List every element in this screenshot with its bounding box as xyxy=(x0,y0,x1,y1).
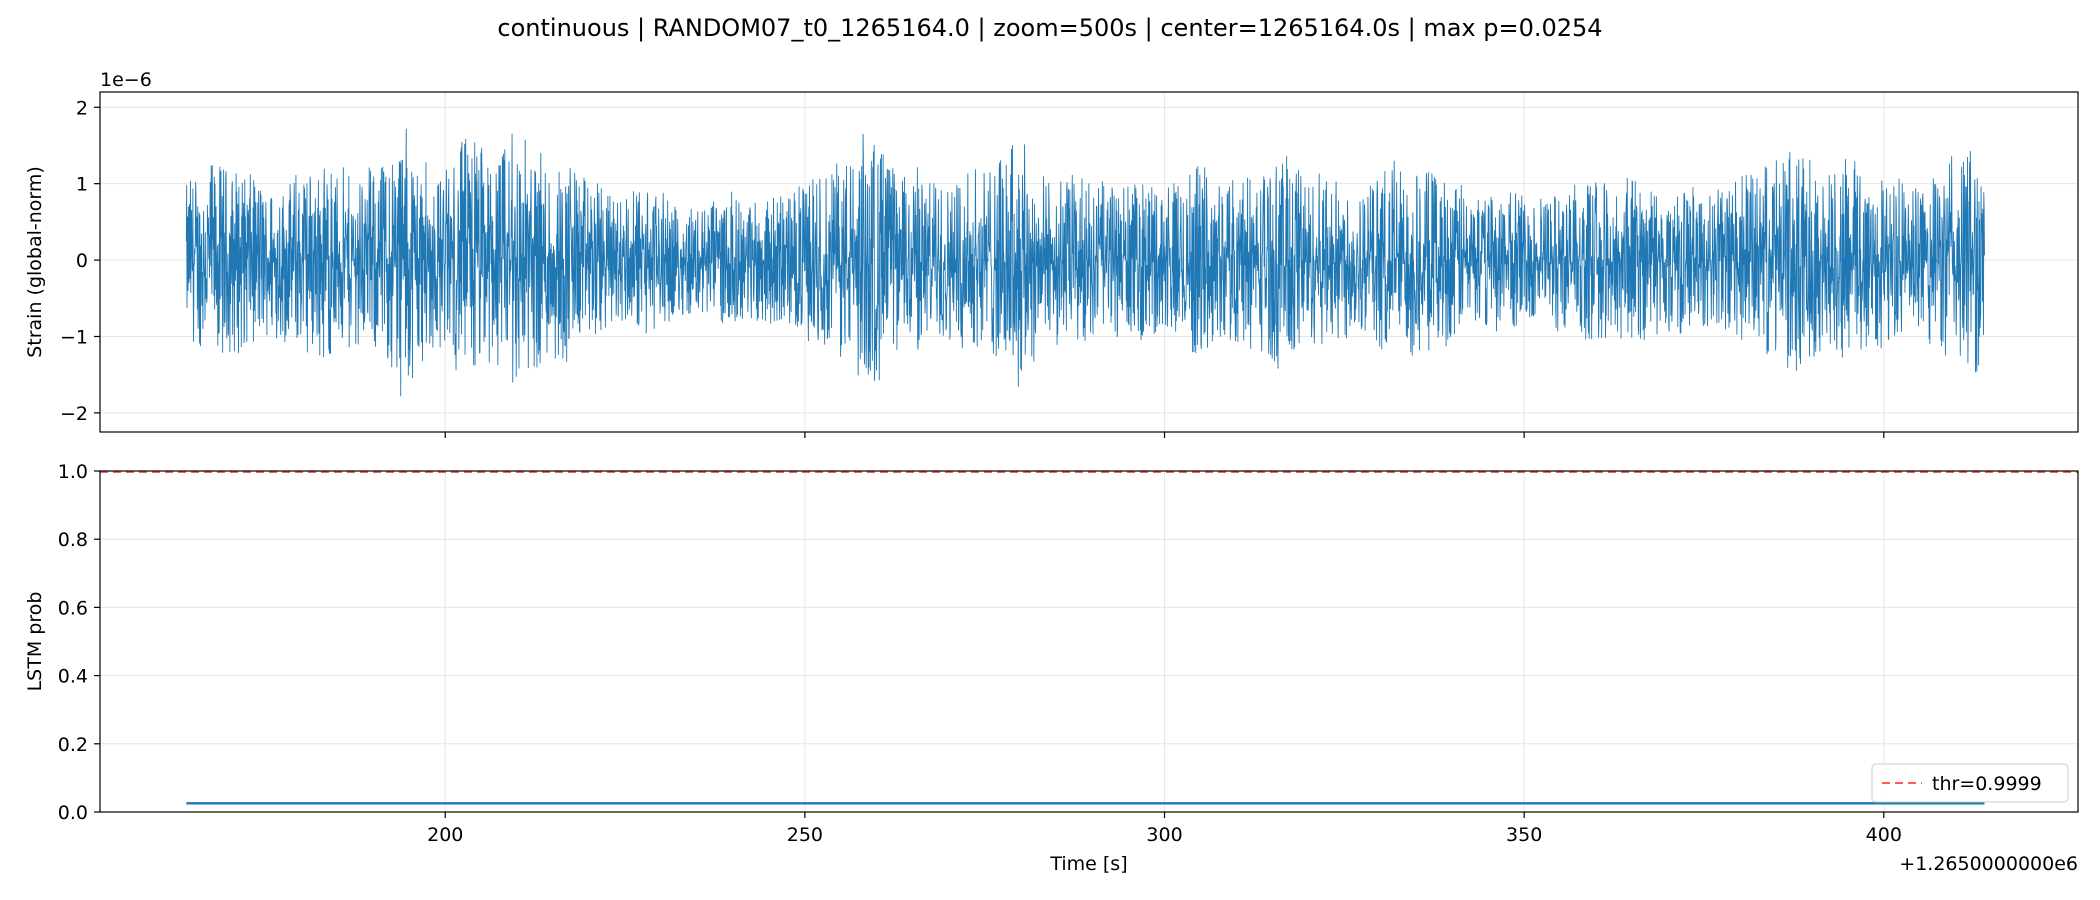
x-tick-label: 300 xyxy=(1146,824,1182,846)
strain-trace xyxy=(185,128,1985,397)
strain-panel: −2 −1 0 1 2 1e−6 Strain (global-norm) xyxy=(24,69,2079,438)
strain-y-tick-label: 0 xyxy=(76,250,88,272)
strain-y-tick-label: 1 xyxy=(76,174,88,196)
prob-y-tick-label: 1.0 xyxy=(58,461,88,483)
strain-x-tick-marks xyxy=(444,432,1885,438)
x-tick-label: 250 xyxy=(787,824,823,846)
strain-y-ticks: −2 −1 0 1 2 xyxy=(60,97,100,425)
prob-axes-frame xyxy=(99,470,2079,813)
prob-panel: 0.0 0.2 0.4 0.6 0.8 1.0 200 250 300 350 400 LSTM … xyxy=(24,461,2079,875)
strain-axes-frame xyxy=(99,91,2079,433)
x-axis-label: Time [s] xyxy=(1049,853,1127,875)
strain-y-tick-label: 2 xyxy=(76,97,88,119)
prob-y-tick-label: 0.4 xyxy=(58,666,88,688)
legend: thr=0.9999 xyxy=(1871,763,2069,803)
strain-y-axis-label: Strain (global-norm) xyxy=(24,166,46,358)
prob-y-ticks: 0.0 0.2 0.4 0.6 0.8 1.0 xyxy=(58,461,100,824)
legend-threshold-label: thr=0.9999 xyxy=(1932,773,2042,795)
prob-y-tick-label: 0.6 xyxy=(58,597,88,619)
legend-box xyxy=(1871,763,2069,803)
x-tick-label: 350 xyxy=(1506,824,1542,846)
prob-y-axis-label: LSTM prob xyxy=(24,592,46,692)
x-offset-label: +1.2650000000e6 xyxy=(1899,853,2078,875)
x-tick-label: 200 xyxy=(427,824,463,846)
prob-y-tick-label: 0.8 xyxy=(58,529,88,551)
strain-series-line xyxy=(185,128,1985,397)
chart-title: continuous | RANDOM07_t0_1265164.0 | zoo… xyxy=(497,14,1602,42)
prob-y-tick-label: 0.2 xyxy=(58,734,88,756)
x-tick-label: 400 xyxy=(1866,824,1902,846)
strain-y-tick-label: −2 xyxy=(60,403,88,425)
strain-y-tick-label: −1 xyxy=(60,326,88,348)
x-ticks: 200 250 300 350 400 xyxy=(427,812,1902,846)
prob-y-tick-label: 0.0 xyxy=(58,802,88,824)
strain-scale-label: 1e−6 xyxy=(100,69,152,91)
